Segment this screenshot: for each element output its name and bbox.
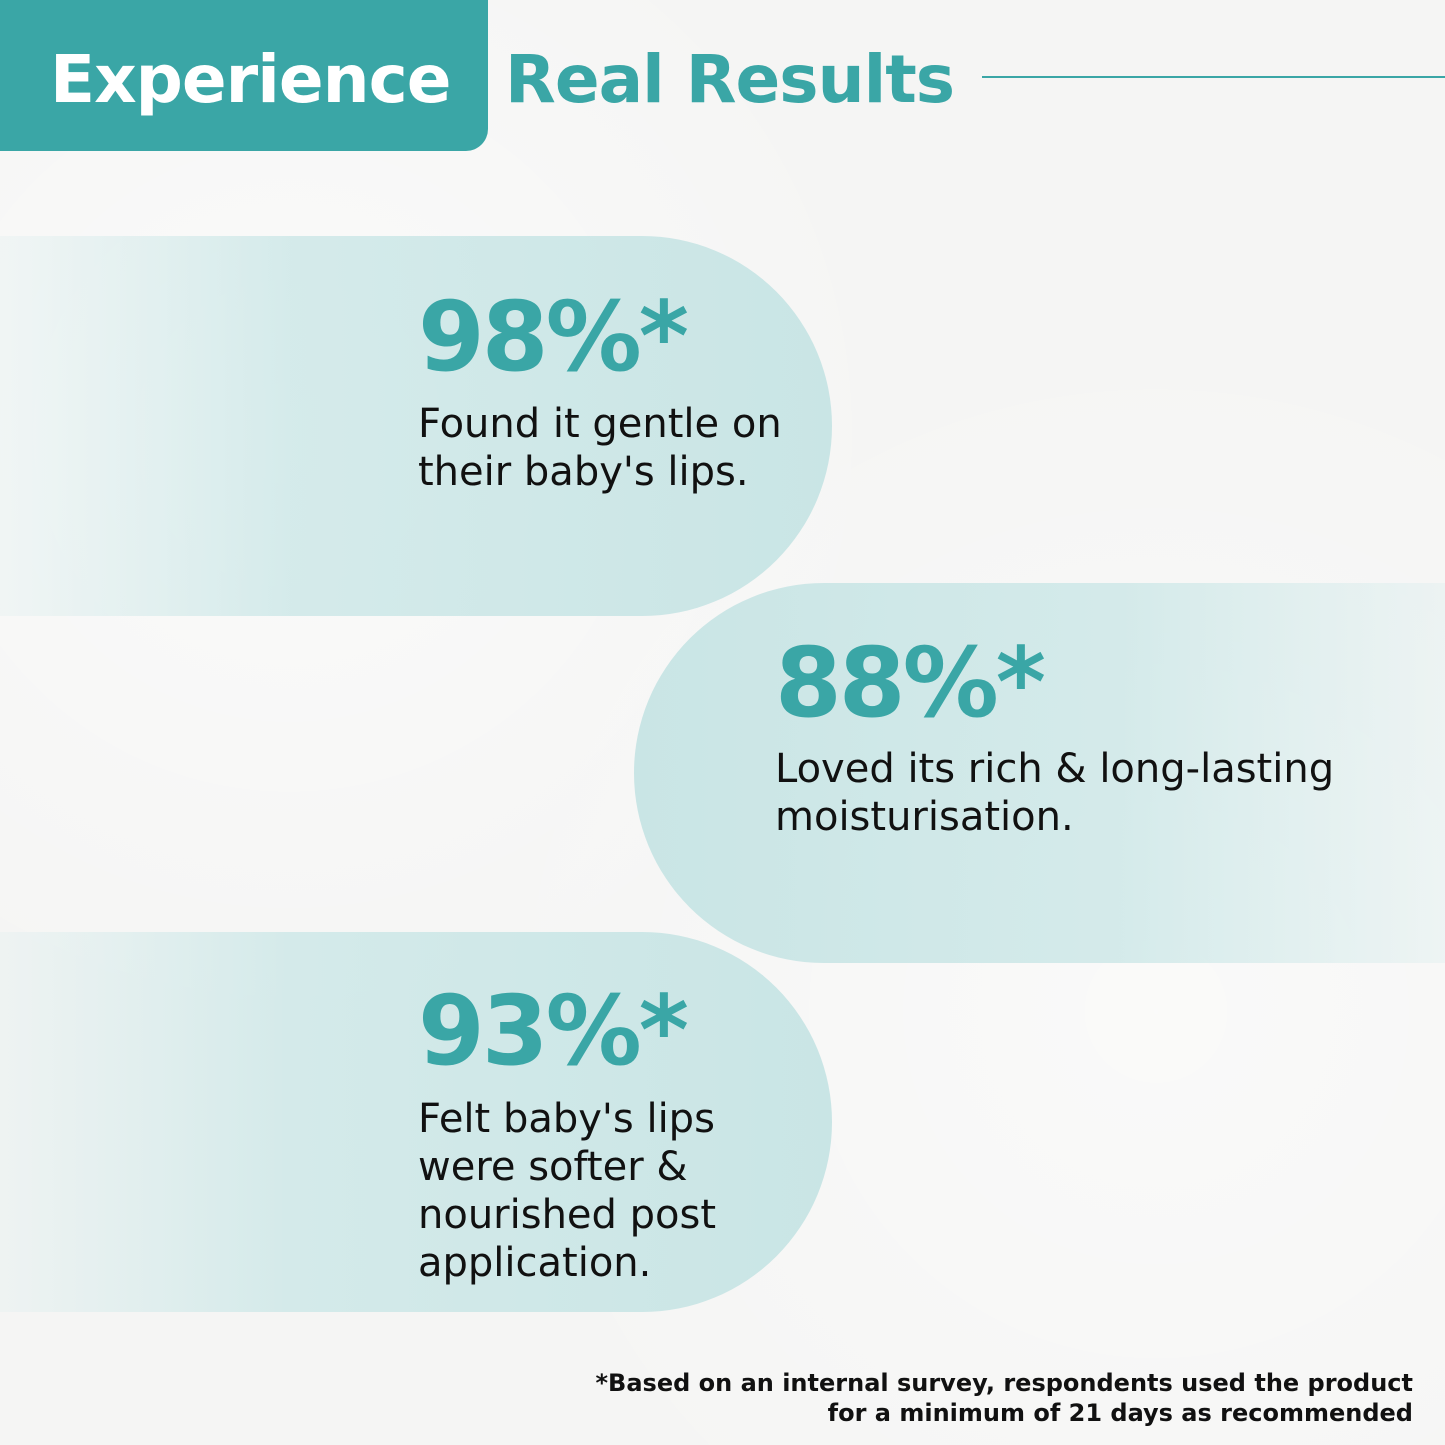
title-highlight: Experience bbox=[50, 41, 451, 118]
stat-description-1: Found it gentle on their baby's lips. bbox=[418, 400, 782, 496]
stat-description-3-line-4: application. bbox=[418, 1240, 652, 1286]
stat-pill-1 bbox=[0, 236, 832, 616]
stat-description-1-line-2: their baby's lips. bbox=[418, 449, 749, 495]
footnote-line-2: for a minimum of 21 days as recommended bbox=[827, 1399, 1413, 1427]
footnote-line-1: *Based on an internal survey, respondent… bbox=[595, 1369, 1414, 1397]
stat-description-1-line-1: Found it gentle on bbox=[418, 401, 782, 447]
stat-description-2-line-1: Loved its rich & long-lasting bbox=[775, 746, 1335, 792]
stat-description-3-line-2: were softer & bbox=[418, 1144, 688, 1190]
stat-description-3-line-3: nourished post bbox=[418, 1192, 717, 1238]
stat-value-2: 88%* bbox=[775, 627, 1046, 739]
title-divider-line bbox=[982, 76, 1445, 78]
stat-pill-3 bbox=[0, 932, 832, 1312]
footnote: *Based on an internal survey, respondent… bbox=[513, 1368, 1414, 1428]
stat-description-2-line-2: moisturisation. bbox=[775, 794, 1074, 840]
title-rest: Real Results bbox=[505, 41, 955, 118]
stat-description-2: Loved its rich & long-lasting moisturisa… bbox=[775, 745, 1334, 841]
stat-pill-2 bbox=[634, 583, 1445, 963]
title-highlight-box bbox=[0, 0, 488, 151]
stat-description-3: Felt baby's lips were softer & nourished… bbox=[418, 1095, 716, 1287]
stat-value-3: 93%* bbox=[418, 975, 689, 1087]
stat-description-3-line-1: Felt baby's lips bbox=[418, 1096, 715, 1142]
stat-value-1: 98%* bbox=[418, 281, 689, 393]
